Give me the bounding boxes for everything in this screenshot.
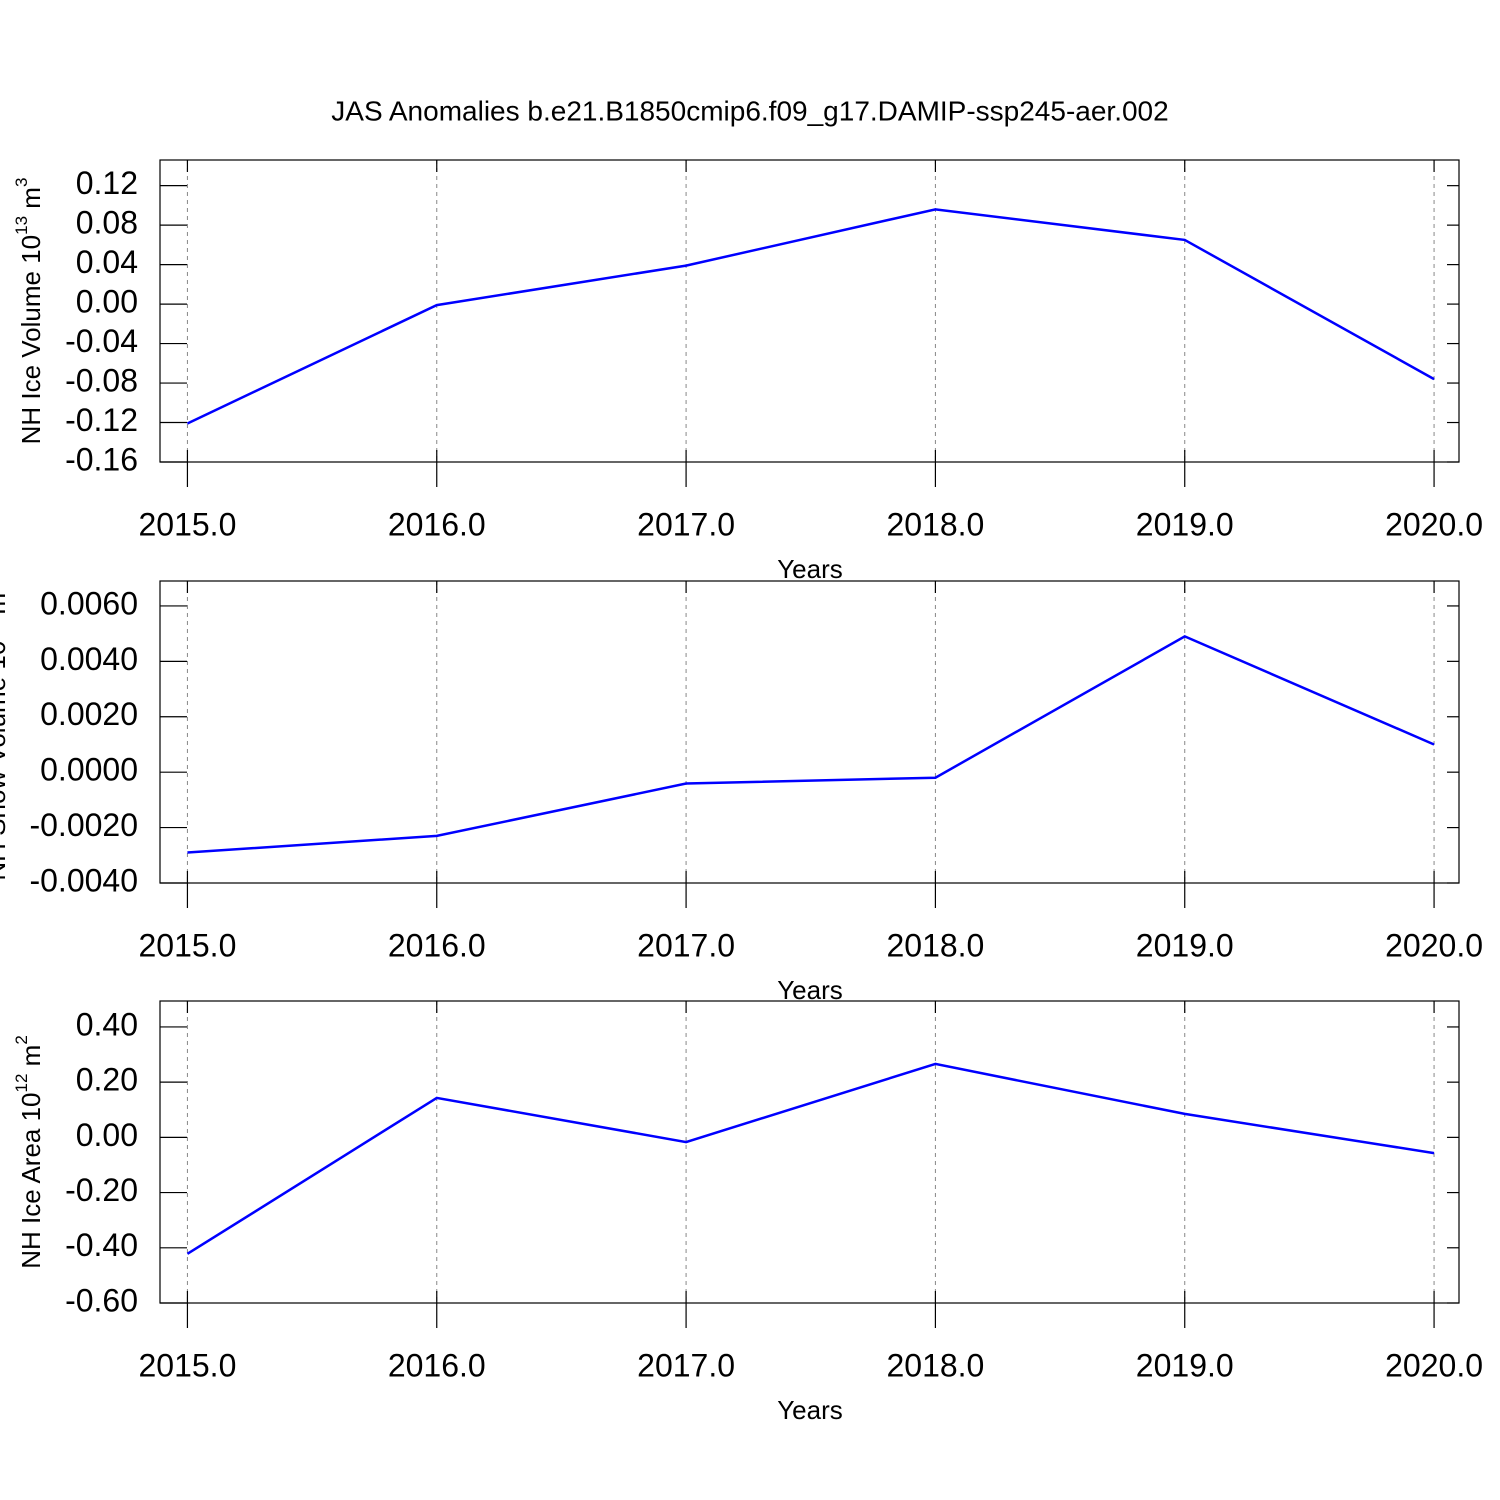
y-tick-label: -0.04 [65,323,138,359]
x-tick-label: 2018.0 [886,1347,984,1383]
x-tick-label: 2017.0 [637,1347,735,1383]
y-tick-label: 0.0060 [40,585,138,621]
y-axis-label-exponent: 3 [12,178,31,187]
y-tick-label: 0.00 [76,1117,138,1153]
x-tick-label: 2015.0 [138,1347,236,1383]
x-tick-label: 2019.0 [1136,1347,1234,1383]
x-tick-label: 2018.0 [886,927,984,963]
x-tick-label: 2016.0 [388,506,486,542]
data-line [187,635,1435,854]
x-tick-label: 2016.0 [388,1347,486,1383]
y-axis-label-part: NH Snow Volume 10 [0,641,11,881]
x-tick-label: 2019.0 [1136,506,1234,542]
data-line [186,208,1435,425]
x-tick-label: 2017.0 [637,927,735,963]
y-axis-label-part: m [0,593,11,622]
y-tick-label: 0.0040 [40,641,138,677]
y-axis-label: NH Ice Volume 1013 m3 [12,178,45,445]
y-tick-label: -0.40 [65,1227,138,1263]
x-tick-label: 2020.0 [1385,927,1483,963]
x-axis-label: Years [777,975,843,1005]
y-tick-label: 0.0000 [40,752,138,788]
y-tick-label: -0.0040 [29,862,138,898]
y-tick-label: -0.60 [65,1282,138,1318]
plot-frame [159,159,1460,463]
y-axis-label-part: m [16,1045,46,1074]
y-tick-label: -0.12 [65,402,138,438]
data-line [186,1062,1435,1255]
y-tick-label: 0.08 [76,205,138,241]
y-axis-label: NH Ice Area 1012 m2 [12,1035,45,1269]
x-tick-label: 2016.0 [388,927,486,963]
x-tick-label: 2019.0 [1136,927,1234,963]
y-axis-label-exponent: 13 [12,216,31,235]
y-tick-label: 0.0020 [40,696,138,732]
x-tick-label: 2018.0 [886,506,984,542]
y-axis-label: NH Snow Volume 1013 m3 [0,583,11,880]
y-tick-label: 0.12 [76,165,138,201]
plot-frame [159,580,1460,884]
y-tick-label: -0.16 [65,441,138,477]
x-tick-label: 2017.0 [637,506,735,542]
y-axis-label-part: m [16,187,46,216]
y-tick-label: -0.08 [65,362,138,398]
x-tick-label: 2015.0 [138,927,236,963]
x-tick-label: 2020.0 [1385,506,1483,542]
y-axis-label-exponent: 12 [12,1074,31,1093]
y-axis-label-exponent: 2 [12,1035,31,1044]
y-tick-label: -0.0020 [29,807,138,843]
y-tick-label: -0.20 [65,1172,138,1208]
y-tick-label: 0.20 [76,1062,138,1098]
x-tick-label: 2020.0 [1385,1347,1483,1383]
y-tick-label: 0.00 [76,284,138,320]
y-tick-label: 0.04 [76,244,138,280]
y-axis-label-part: NH Ice Volume 10 [16,235,46,445]
y-axis-label-part: NH Ice Area 10 [16,1092,46,1268]
y-tick-label: 0.40 [76,1006,138,1042]
chart-title: JAS Anomalies b.e21.B1850cmip6.f09_g17.D… [331,95,1168,126]
plot-frame [159,1000,1460,1304]
x-tick-label: 2015.0 [138,506,236,542]
x-axis-label: Years [777,554,843,584]
x-axis-label: Years [777,1395,843,1425]
